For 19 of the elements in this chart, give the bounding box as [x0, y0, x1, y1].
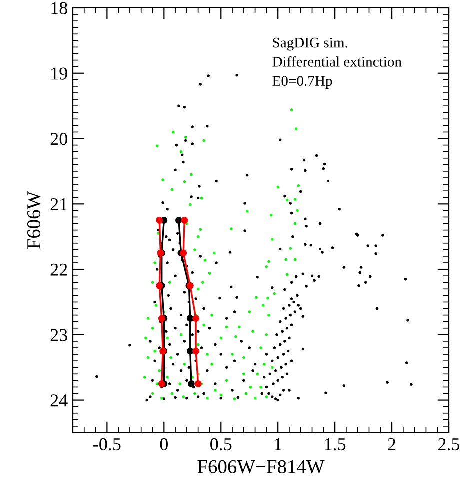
y-tick-label: 22 — [50, 264, 68, 276]
x-tick-label: 2 — [388, 438, 396, 450]
y-tick-label: 23 — [50, 329, 68, 342]
x-axis-title: F606W−F814W — [198, 460, 325, 474]
x-tick-label: -0.5 — [94, 438, 121, 451]
y-tick-label: 21 — [50, 198, 68, 210]
x-tick-label: 0.5 — [210, 438, 232, 451]
x-tick-label: 2.5 — [438, 438, 460, 451]
x-tick-label: 1.5 — [325, 438, 346, 451]
annotation: SagDIG sim. — [273, 38, 348, 51]
annotation: E0=0.7Hp — [272, 76, 332, 89]
x-tick-label: 1 — [275, 438, 282, 450]
y-tick-label: 24 — [50, 394, 68, 407]
y-tick-label: 20 — [50, 133, 68, 146]
y-axis-title: F606W — [27, 191, 41, 250]
y-tick-label: 19 — [52, 68, 68, 80]
y-tick-label: 18 — [52, 2, 68, 14]
x-tick-label: 0 — [160, 438, 168, 451]
annotation: Differential extinction — [272, 56, 402, 67]
